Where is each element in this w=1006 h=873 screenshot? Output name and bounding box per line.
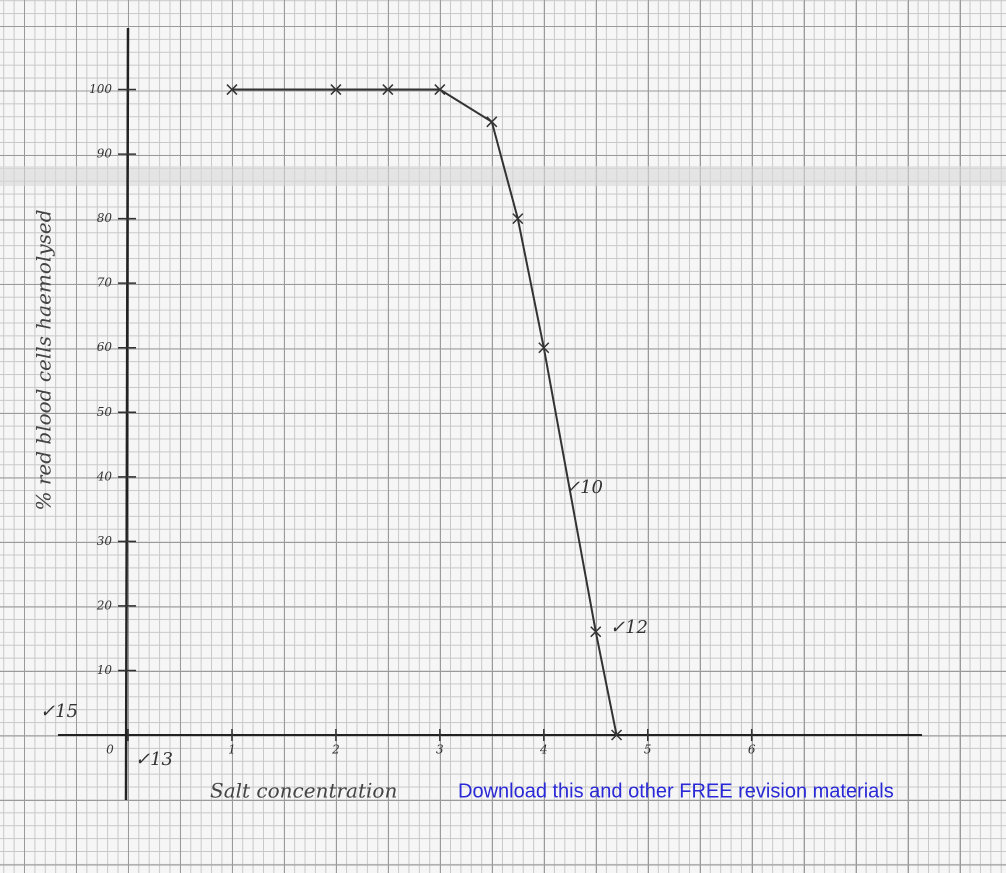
annotation: ✓15 — [40, 701, 78, 722]
y-tick-label: 40 — [96, 469, 113, 483]
data-point — [590, 626, 602, 638]
scan-band — [0, 166, 1006, 186]
y-tick-label: 70 — [97, 276, 113, 290]
y-tick-label: 20 — [96, 598, 113, 612]
x-axis-label: Salt concentration — [210, 779, 397, 803]
x-tick-label: 3 — [436, 743, 444, 757]
data-point — [538, 342, 550, 354]
data-point — [226, 84, 238, 96]
y-tick-label: 80 — [97, 211, 113, 225]
y-tick-label: 50 — [97, 405, 113, 419]
y-tick-label: 10 — [97, 663, 113, 677]
annotation: ✓10 — [565, 477, 603, 498]
y-tick-label: 60 — [97, 340, 113, 354]
x-tick-label: 1 — [228, 743, 236, 757]
data-point — [382, 84, 394, 96]
x-tick-label: 5 — [644, 743, 652, 757]
data-line — [231, 88, 618, 736]
x-tick-label: 2 — [331, 743, 340, 757]
annotation: ✓12 — [610, 617, 648, 638]
y-axis — [124, 27, 130, 801]
y-tick-label: 90 — [97, 147, 113, 161]
watermark: Download this and other FREE revision ma… — [458, 780, 894, 802]
annotation: ✓13 — [135, 749, 173, 770]
y-tick-label: 30 — [97, 534, 113, 548]
data-point — [434, 84, 446, 96]
data-point — [611, 729, 623, 741]
data-point — [512, 213, 524, 225]
y-axis-label: % red blood cells haemolysed — [32, 209, 56, 510]
y-tick-label: 100 — [89, 82, 112, 96]
x-tick-label: 4 — [539, 743, 548, 757]
data-point — [486, 116, 498, 128]
x-tick-label: 6 — [748, 743, 756, 757]
x-tick-label: 0 — [106, 743, 114, 757]
data-point — [330, 84, 342, 96]
